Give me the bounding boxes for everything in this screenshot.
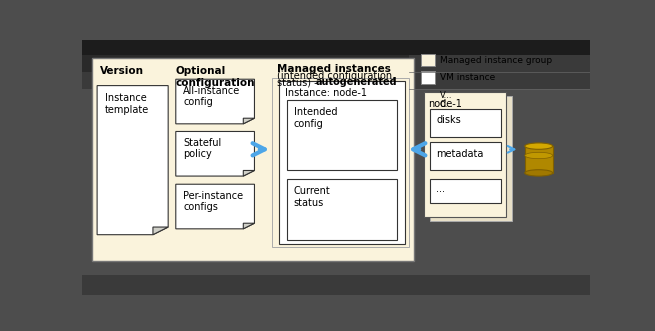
Polygon shape [97,86,168,235]
Polygon shape [176,184,254,229]
Text: Instance
template: Instance template [105,93,149,115]
Text: metadata: metadata [436,149,483,159]
Polygon shape [176,79,254,124]
Bar [92,58,415,261]
Ellipse shape [525,143,553,149]
Bar [272,78,409,247]
Text: VM instance: VM instance [440,73,495,82]
Polygon shape [243,223,254,229]
Bar [421,54,435,67]
Bar [82,71,409,89]
Text: (intended configuration,: (intended configuration, [277,71,396,81]
Polygon shape [153,227,168,235]
Text: C...: C... [440,100,453,109]
Text: Optional
configuration: Optional configuration [176,67,255,88]
Text: ...: ... [436,184,445,194]
Bar [430,96,512,221]
Bar [288,100,396,170]
Text: V...: V... [440,91,452,100]
Text: status) -: status) - [277,77,321,87]
Text: All-instance
config: All-instance config [183,86,240,107]
Text: Managed instance group: Managed instance group [440,56,552,65]
Text: Stateful
policy: Stateful policy [183,138,221,160]
Bar [82,275,590,295]
Ellipse shape [525,152,553,159]
Bar [525,146,553,173]
Text: Managed instances: Managed instances [277,64,391,74]
Bar [409,71,590,89]
Bar [279,81,405,244]
Text: Instance: node-1: Instance: node-1 [285,88,367,98]
Polygon shape [243,118,254,124]
Bar [421,71,435,83]
Bar [288,179,396,240]
Polygon shape [243,170,254,176]
Text: Intended
config: Intended config [293,107,337,129]
Text: Current
status: Current status [293,186,330,208]
Bar [409,55,590,71]
Text: Version: Version [100,67,143,76]
Bar [82,55,409,71]
Text: autogenerated: autogenerated [316,77,397,87]
Bar [430,179,501,203]
Text: Per-instance
configs: Per-instance configs [183,191,244,212]
Bar [82,40,590,55]
Text: node-1: node-1 [428,99,462,109]
Bar [430,142,501,170]
Bar [430,109,501,137]
Ellipse shape [525,170,553,176]
Polygon shape [176,131,254,176]
Bar [424,92,506,217]
Text: disks: disks [436,115,461,125]
